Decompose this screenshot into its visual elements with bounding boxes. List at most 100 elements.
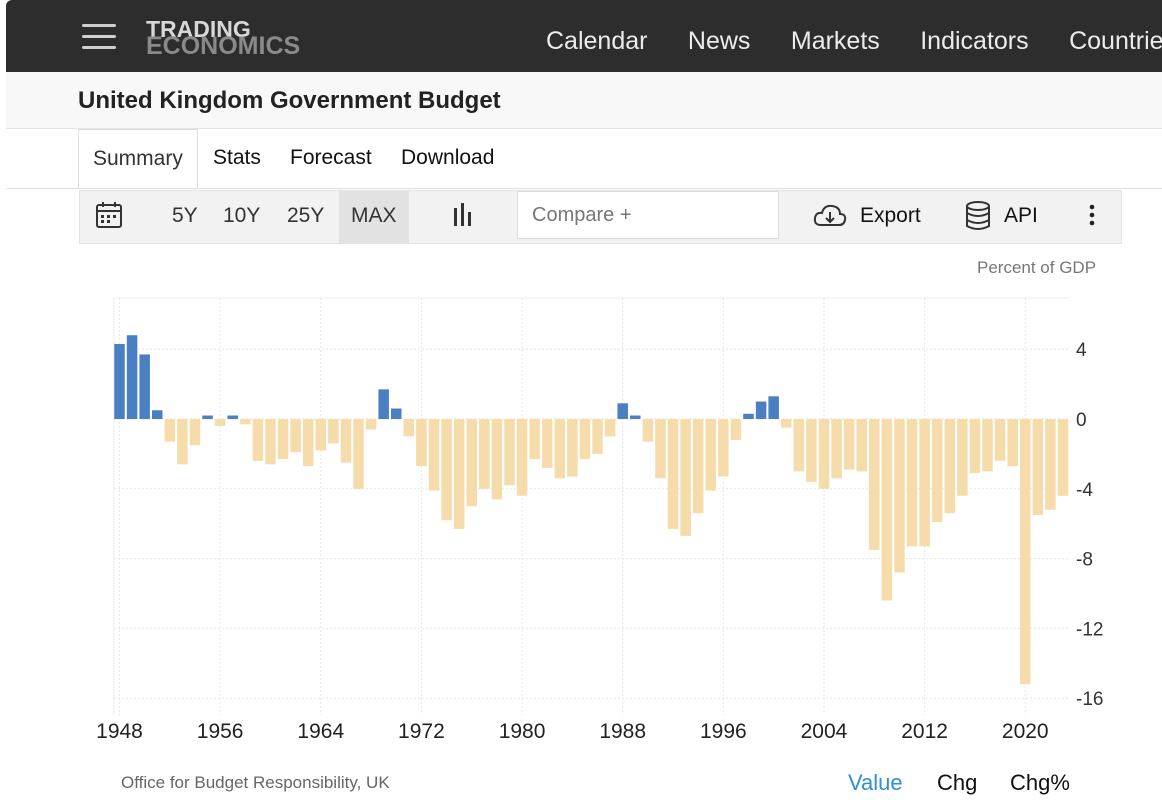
bar-1971[interactable] <box>403 419 415 437</box>
bar-2017[interactable] <box>982 419 993 472</box>
bar-1957[interactable] <box>227 415 238 419</box>
bar-1976[interactable] <box>466 419 477 507</box>
bar-1961[interactable] <box>277 419 289 460</box>
bar-2002[interactable] <box>793 419 805 472</box>
bar-1985[interactable] <box>579 419 591 460</box>
bar-1998[interactable] <box>743 413 754 419</box>
calendar-icon[interactable] <box>94 191 124 243</box>
bar-2010[interactable] <box>894 419 905 573</box>
bar-1962[interactable] <box>290 419 301 453</box>
nav-calendar[interactable]: Calendar <box>546 27 648 55</box>
bar-2011[interactable] <box>906 419 918 547</box>
range-5y-button[interactable]: 5Y <box>172 204 198 227</box>
nav-indicators[interactable]: Indicators <box>920 27 1029 55</box>
bar-2019[interactable] <box>1007 419 1018 467</box>
chart-type-icon[interactable] <box>450 191 476 243</box>
bar-1965[interactable] <box>328 419 339 444</box>
chg-percent-button[interactable]: Chg% <box>1010 770 1070 795</box>
bar-2018[interactable] <box>994 419 1006 461</box>
bar-1951[interactable] <box>151 410 163 419</box>
bar-2001[interactable] <box>780 419 792 428</box>
bar-2014[interactable] <box>944 419 956 514</box>
bar-1982[interactable] <box>541 419 553 468</box>
export-button[interactable]: Export <box>812 191 921 243</box>
bar-1954[interactable] <box>189 419 201 446</box>
range-10y-button[interactable]: 10Y <box>223 204 261 227</box>
bar-2016[interactable] <box>969 419 981 474</box>
bar-1963[interactable] <box>302 419 314 467</box>
bar-1989[interactable] <box>630 415 641 419</box>
bar-1997[interactable] <box>730 419 742 440</box>
bar-1970[interactable] <box>391 408 402 419</box>
bar-2007[interactable] <box>856 419 867 472</box>
bar-2005[interactable] <box>831 419 842 479</box>
bar-1958[interactable] <box>240 419 251 425</box>
bar-1993[interactable] <box>680 419 691 536</box>
bar-1981[interactable] <box>529 419 540 460</box>
bar-1979[interactable] <box>504 419 515 486</box>
bar-1992[interactable] <box>667 419 679 529</box>
bar-1991[interactable] <box>655 419 666 479</box>
hamburger-menu-icon[interactable] <box>82 24 116 50</box>
bar-1955[interactable] <box>202 415 213 419</box>
bar-2008[interactable] <box>869 419 880 550</box>
bar-2023[interactable] <box>1057 419 1069 496</box>
logo[interactable]: TRADING ECONOMICS <box>146 18 300 59</box>
api-button[interactable]: API <box>964 191 1038 243</box>
bar-1959[interactable] <box>252 419 264 461</box>
bar-2003[interactable] <box>806 419 817 482</box>
bar-1969[interactable] <box>378 389 389 419</box>
bar-1974[interactable] <box>441 419 452 521</box>
nav-news[interactable]: News <box>687 27 751 55</box>
bar-1990[interactable] <box>642 419 654 442</box>
bar-1995[interactable] <box>705 419 717 491</box>
bar-1988[interactable] <box>617 403 628 419</box>
range-25y-button[interactable]: 25Y <box>287 204 325 227</box>
bar-2000[interactable] <box>768 396 779 419</box>
bar-1956[interactable] <box>214 419 226 426</box>
bar-2013[interactable] <box>931 419 943 522</box>
bar-1984[interactable] <box>567 419 578 477</box>
bar-1973[interactable] <box>428 419 440 491</box>
bar-1987[interactable] <box>604 419 616 437</box>
chg-button[interactable]: Chg <box>937 770 978 795</box>
bar-1972[interactable] <box>416 419 427 467</box>
tab-stats[interactable]: Stats <box>213 146 261 169</box>
bar-1949[interactable] <box>126 335 138 419</box>
bar-1986[interactable] <box>592 419 603 454</box>
bar-1983[interactable] <box>554 419 566 479</box>
bar-1980[interactable] <box>516 419 528 496</box>
tab-forecast[interactable]: Forecast <box>290 146 372 169</box>
bar-2012[interactable] <box>919 419 930 547</box>
bar-1967[interactable] <box>353 419 364 489</box>
bar-1950[interactable] <box>139 354 150 419</box>
unit-label: Percent of GDP <box>977 258 1097 277</box>
bar-1994[interactable] <box>692 419 704 514</box>
bar-2022[interactable] <box>1045 419 1056 510</box>
bar-1977[interactable] <box>479 419 490 489</box>
bar-1999[interactable] <box>755 401 767 419</box>
nav-markets[interactable]: Markets <box>790 27 880 55</box>
bar-1966[interactable] <box>340 419 352 463</box>
more-options-icon[interactable] <box>1086 191 1098 243</box>
compare-input[interactable] <box>517 191 779 239</box>
bar-2006[interactable] <box>843 419 855 470</box>
range-max-button[interactable]: MAX <box>339 191 409 243</box>
bar-1964[interactable] <box>315 419 327 451</box>
tab-summary[interactable]: Summary <box>78 129 198 189</box>
bar-1978[interactable] <box>491 419 503 500</box>
bar-1960[interactable] <box>265 419 276 465</box>
bar-2004[interactable] <box>818 419 830 489</box>
bar-2015[interactable] <box>957 419 968 496</box>
bar-2009[interactable] <box>881 419 893 601</box>
bar-1996[interactable] <box>718 419 729 477</box>
bar-1968[interactable] <box>365 419 377 430</box>
value-button[interactable]: Value <box>848 770 903 795</box>
bar-2021[interactable] <box>1032 419 1044 515</box>
bar-1975[interactable] <box>453 419 465 529</box>
bar-1948[interactable] <box>114 343 125 419</box>
bar-1953[interactable] <box>177 419 188 465</box>
nav-countries[interactable]: Countries <box>1069 27 1162 55</box>
bar-1952[interactable] <box>164 419 176 442</box>
bar-2020[interactable] <box>1020 419 1031 685</box>
